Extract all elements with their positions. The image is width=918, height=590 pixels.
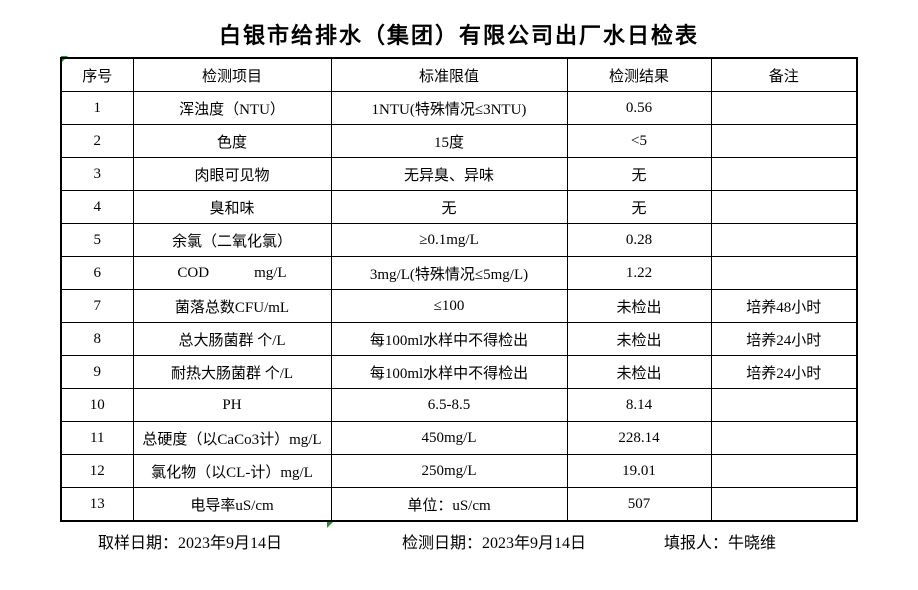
item-cell: PH xyxy=(132,388,332,422)
item-cell: 耐热大肠菌群 个/L xyxy=(132,355,332,389)
table-row: 6 COD mg/L 3mg/L(特殊情况≤5mg/L) 1.22 xyxy=(60,256,858,290)
limit-cell: 250mg/L xyxy=(330,454,568,488)
remark-cell xyxy=(710,91,858,125)
remark-cell xyxy=(710,223,858,257)
no-cell: 10 xyxy=(60,388,134,422)
header-limit: 标准限值 xyxy=(330,57,568,92)
header-item: 检测项目 xyxy=(132,57,332,92)
table-row: 3 肉眼可见物 无异臭、异味 无 xyxy=(60,157,858,191)
limit-cell: 3mg/L(特殊情况≤5mg/L) xyxy=(330,256,568,290)
header-row: 序号 检测项目 标准限值 检测结果 备注 xyxy=(60,57,858,92)
table-row: 9 耐热大肠菌群 个/L 每100ml水样中不得检出 未检出 培养24小时 xyxy=(60,355,858,389)
table-row: 1 浑浊度（NTU） 1NTU(特殊情况≤3NTU) 0.56 xyxy=(60,91,858,125)
result-cell: 无 xyxy=(566,157,712,191)
table-row: 11 总硬度（以CaCo3计）mg/L 450mg/L 228.14 xyxy=(60,421,858,455)
remark-cell xyxy=(710,421,858,455)
remark-cell xyxy=(710,388,858,422)
remark-cell: 培养24小时 xyxy=(710,355,858,389)
remark-cell xyxy=(710,190,858,224)
result-cell: 228.14 xyxy=(566,421,712,455)
limit-cell: 每100ml水样中不得检出 xyxy=(330,355,568,389)
limit-cell: ≥0.1mg/L xyxy=(330,223,568,257)
remark-cell xyxy=(710,124,858,158)
remark-cell xyxy=(710,256,858,290)
sample-date-label: 取样日期：2023年9月14日 xyxy=(98,535,283,552)
no-cell: 13 xyxy=(60,487,134,522)
no-cell: 7 xyxy=(60,289,134,323)
table-row: 8 总大肠菌群 个/L 每100ml水样中不得检出 未检出 培养24小时 xyxy=(60,322,858,356)
item-cell: 浑浊度（NTU） xyxy=(132,91,332,125)
result-cell: 未检出 xyxy=(566,355,712,389)
test-date-label: 检测日期：2023年9月14日 xyxy=(402,535,587,552)
result-cell: 507 xyxy=(566,487,712,522)
result-cell: <5 xyxy=(566,124,712,158)
limit-cell: 每100ml水样中不得检出 xyxy=(330,322,568,356)
no-cell: 1 xyxy=(60,91,134,125)
limit-cell: 450mg/L xyxy=(330,421,568,455)
limit-cell: 15度 xyxy=(330,124,568,158)
result-cell: 未检出 xyxy=(566,322,712,356)
table-row: 7 菌落总数CFU/mL ≤100 未检出 培养48小时 xyxy=(60,289,858,323)
limit-cell: ≤100 xyxy=(330,289,568,323)
header-result: 检测结果 xyxy=(566,57,712,92)
remark-cell xyxy=(710,157,858,191)
excel-cell-marker-icon xyxy=(327,521,334,528)
item-cell: 总硬度（以CaCo3计）mg/L xyxy=(132,421,332,455)
result-cell: 无 xyxy=(566,190,712,224)
item-cell: 菌落总数CFU/mL xyxy=(132,289,332,323)
header-no: 序号 xyxy=(60,57,134,92)
item-cell: 臭和味 xyxy=(132,190,332,224)
result-cell: 1.22 xyxy=(566,256,712,290)
limit-cell: 无异臭、异味 xyxy=(330,157,568,191)
table-row: 12 氯化物（以CL-计）mg/L 250mg/L 19.01 xyxy=(60,454,858,488)
no-cell: 3 xyxy=(60,157,134,191)
inspection-table: 序号 检测项目 标准限值 检测结果 备注 1 浑浊度（NTU） 1NTU(特殊情… xyxy=(60,57,858,522)
item-cell: 肉眼可见物 xyxy=(132,157,332,191)
item-cell: 色度 xyxy=(132,124,332,158)
item-cell: 余氯（二氧化氯） xyxy=(132,223,332,257)
item-cell: 电导率uS/cm xyxy=(132,487,332,522)
table-row: 10 PH 6.5-8.5 8.14 xyxy=(60,388,858,422)
page-title: 白银市给排水（集团）有限公司出厂水日检表 xyxy=(218,23,699,48)
item-cell: 总大肠菌群 个/L xyxy=(132,322,332,356)
table-row: 13 电导率uS/cm 单位：uS/cm 507 xyxy=(60,487,858,522)
table-row: 5 余氯（二氧化氯） ≥0.1mg/L 0.28 xyxy=(60,223,858,257)
limit-cell: 6.5-8.5 xyxy=(330,388,568,422)
limit-cell: 无 xyxy=(330,190,568,224)
no-cell: 5 xyxy=(60,223,134,257)
item-cell: COD mg/L xyxy=(132,256,332,290)
header-remark: 备注 xyxy=(710,57,858,92)
limit-cell: 1NTU(特殊情况≤3NTU) xyxy=(330,91,568,125)
result-cell: 19.01 xyxy=(566,454,712,488)
result-cell: 0.28 xyxy=(566,223,712,257)
no-cell: 6 xyxy=(60,256,134,290)
no-cell: 4 xyxy=(60,190,134,224)
footer: 取样日期：2023年9月14日 检测日期：2023年9月14日 填报人：牛晓维 xyxy=(0,529,918,552)
no-cell: 12 xyxy=(60,454,134,488)
table-row: 2 色度 15度 <5 xyxy=(60,124,858,158)
result-cell: 8.14 xyxy=(566,388,712,422)
limit-cell: 单位：uS/cm xyxy=(330,487,568,522)
table-row: 4 臭和味 无 无 xyxy=(60,190,858,224)
reporter-label: 填报人：牛晓维 xyxy=(664,535,777,552)
remark-cell xyxy=(710,487,858,522)
item-cell: 氯化物（以CL-计）mg/L xyxy=(132,454,332,488)
result-cell: 未检出 xyxy=(566,289,712,323)
remark-cell xyxy=(710,454,858,488)
no-cell: 8 xyxy=(60,322,134,356)
no-cell: 2 xyxy=(60,124,134,158)
no-cell: 11 xyxy=(60,421,134,455)
no-cell: 9 xyxy=(60,355,134,389)
result-cell: 0.56 xyxy=(566,91,712,125)
remark-cell: 培养24小时 xyxy=(710,322,858,356)
remark-cell: 培养48小时 xyxy=(710,289,858,323)
